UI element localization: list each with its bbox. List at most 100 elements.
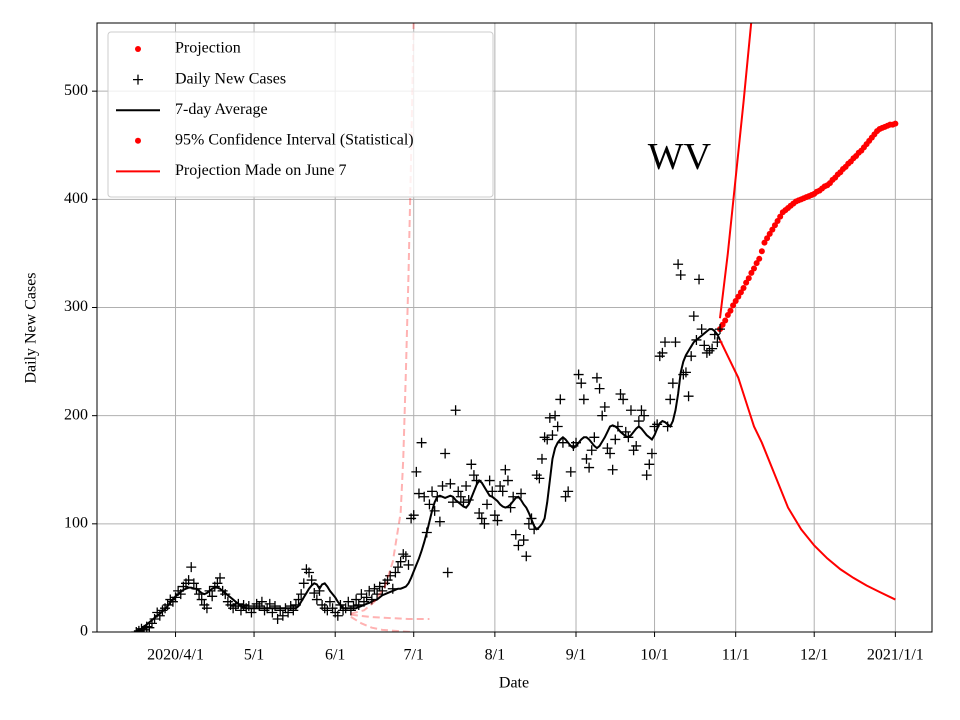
x-tick-label: 12/1 [800, 647, 828, 664]
plus-marker [440, 448, 451, 459]
plus-marker [411, 466, 422, 477]
axes-frame [96, 22, 933, 633]
plus-marker [510, 529, 521, 540]
y-tick-label: 400 [64, 190, 88, 207]
plus-marker [395, 556, 406, 567]
plus-marker [610, 434, 621, 445]
plus-marker [275, 605, 286, 616]
plus-marker [455, 491, 466, 502]
plus-marker [311, 594, 322, 605]
line [719, 339, 896, 601]
plus-marker [516, 488, 527, 499]
plus-marker [196, 594, 207, 605]
plus-marker [416, 437, 427, 448]
plus-marker [513, 540, 524, 551]
plus-marker [683, 391, 694, 402]
plus-marker [324, 596, 335, 607]
plus-marker [403, 559, 414, 570]
plus-marker [628, 445, 639, 456]
plus-marker [398, 549, 409, 560]
plus-marker [581, 453, 592, 464]
dot-marker [769, 226, 776, 233]
dot-marker [761, 239, 768, 246]
plus-marker [372, 589, 383, 600]
dot-marker [766, 230, 773, 237]
plus-marker [694, 274, 705, 285]
legend-label: Daily New Cases [175, 70, 286, 87]
plus-marker [641, 470, 652, 481]
plus-marker [201, 603, 212, 614]
plus-marker [704, 345, 715, 356]
y-axis-label: Daily New Cases [23, 272, 40, 383]
plus-marker [474, 508, 485, 519]
plus-marker [576, 378, 587, 389]
plus-marker [437, 480, 448, 491]
plus-marker [343, 596, 354, 607]
plus-marker [707, 343, 718, 354]
plus-marker [288, 605, 299, 616]
plus-marker [259, 605, 270, 616]
plus-marker [688, 311, 699, 322]
plus-marker [644, 459, 655, 470]
line [350, 616, 412, 632]
dot-marker [764, 235, 771, 242]
plus-marker [667, 378, 678, 389]
plus-marker [699, 340, 710, 351]
plus-marker [618, 394, 629, 405]
plus-marker [487, 486, 498, 497]
x-tick-label: 6/1 [325, 647, 345, 664]
dot-marker [753, 260, 760, 267]
plus-marker [599, 402, 610, 413]
plus-marker [390, 567, 401, 578]
plus-marker [586, 445, 597, 456]
plus-marker [670, 337, 681, 348]
plus-marker [256, 596, 267, 607]
line [135, 328, 721, 632]
dot-marker [719, 321, 726, 328]
plus-marker [631, 440, 642, 451]
plus-marker [633, 416, 644, 427]
dot-marker [758, 248, 765, 255]
dot-marker [892, 120, 899, 127]
plus-marker [636, 405, 647, 416]
plus-marker [639, 410, 650, 421]
plus-marker [351, 594, 362, 605]
y-tick-label: 0 [80, 623, 88, 640]
legend-marker [135, 46, 141, 52]
plus-marker [502, 475, 513, 486]
plus-marker [207, 591, 218, 602]
line [350, 23, 415, 615]
plus-marker [489, 510, 500, 521]
plus-marker [607, 464, 618, 475]
plus-marker [356, 589, 367, 600]
plus-marker [322, 605, 333, 616]
legend-label: Projection [175, 40, 241, 57]
plus-marker [144, 622, 155, 632]
plus-marker [557, 437, 568, 448]
plus-marker [400, 551, 411, 562]
plus-marker [555, 394, 566, 405]
dot-marker [777, 213, 784, 220]
plus-marker [680, 367, 691, 378]
plus-marker [589, 432, 600, 443]
plus-marker [327, 603, 338, 614]
x-tick-label: 10/1 [640, 647, 668, 664]
plus-marker [578, 394, 589, 405]
plus-marker [646, 448, 657, 459]
dot-marker [743, 279, 750, 286]
plus-marker [534, 473, 545, 484]
plus-marker [660, 337, 671, 348]
plus-marker [254, 601, 265, 612]
plus-marker [591, 372, 602, 383]
plus-marker [374, 581, 385, 592]
plus-marker [497, 486, 508, 497]
dot-marker [774, 217, 781, 224]
plus-marker [560, 491, 571, 502]
dot-marker [771, 222, 778, 229]
plus-marker [482, 499, 493, 510]
plus-marker [468, 470, 479, 481]
x-tick-label: 2020/4/1 [147, 647, 204, 664]
dot-marker [724, 312, 731, 319]
plus-marker [602, 443, 613, 454]
x-tick-label: 7/1 [403, 647, 423, 664]
